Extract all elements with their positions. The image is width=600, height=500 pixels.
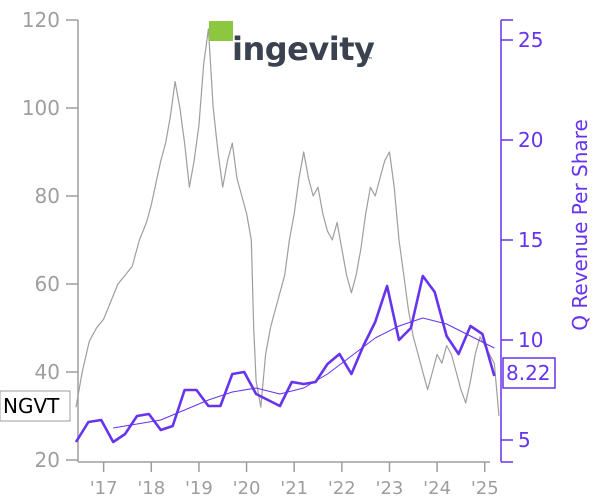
revenue-per-share-line bbox=[74, 274, 496, 444]
left-price-axis: 20 40 60 80 100 120 bbox=[22, 8, 79, 472]
company-logo: ingevity ™ bbox=[209, 21, 375, 68]
right-revenue-axis: 5 10 15 20 25 bbox=[500, 19, 543, 463]
x-tick-label: '17 bbox=[90, 478, 118, 499]
last-value-label: 8.22 bbox=[506, 361, 551, 385]
x-tick-label: '18 bbox=[137, 478, 165, 499]
last-value-box: 8.22 bbox=[502, 357, 556, 389]
plot-area bbox=[74, 28, 500, 444]
logo-text: ingevity bbox=[232, 30, 375, 68]
last-value-frame bbox=[502, 357, 556, 389]
revenue-trend-line bbox=[113, 317, 495, 429]
x-tick-label: '22 bbox=[328, 478, 356, 499]
right-tick-label: 25 bbox=[518, 28, 543, 52]
logo-square-icon bbox=[209, 21, 233, 41]
right-axis-title: Q Revenue Per Share bbox=[568, 119, 592, 331]
right-tick-label: 15 bbox=[518, 228, 543, 252]
left-tick-label: 120 bbox=[22, 8, 60, 32]
logo-trademark: ™ bbox=[366, 56, 373, 64]
x-tick-label: '21 bbox=[280, 478, 308, 499]
x-tick-label: '19 bbox=[185, 478, 213, 499]
ticker-box: NGVT bbox=[0, 390, 71, 422]
left-tick-label: 80 bbox=[35, 184, 60, 208]
right-tick-label: 20 bbox=[518, 128, 543, 152]
ticker-label: NGVT bbox=[3, 394, 60, 418]
right-tick-label: 10 bbox=[518, 328, 543, 352]
left-tick-label: 40 bbox=[35, 360, 60, 384]
x-tick-label: '24 bbox=[423, 478, 451, 499]
left-tick-label: 60 bbox=[35, 272, 60, 296]
stock-price-line bbox=[75, 28, 500, 417]
x-tick-label: '25 bbox=[471, 478, 499, 499]
ticker-box-frame bbox=[0, 390, 71, 422]
x-tick-label: '20 bbox=[233, 478, 261, 499]
x-year-axis: '17 '18 '19 '20 '21 '22 '23 '24 '25 bbox=[78, 461, 499, 499]
left-tick-label: 100 bbox=[22, 96, 60, 120]
x-tick-label: '23 bbox=[376, 478, 404, 499]
right-tick-label: 5 bbox=[518, 428, 531, 452]
left-tick-label: 20 bbox=[35, 448, 60, 472]
